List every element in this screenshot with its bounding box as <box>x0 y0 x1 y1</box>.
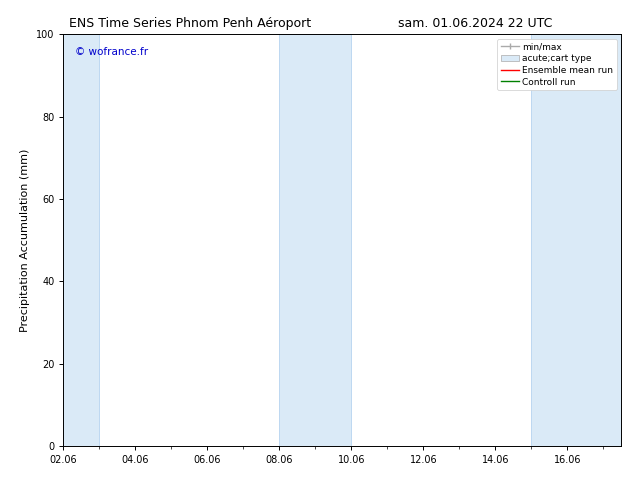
Y-axis label: Precipitation Accumulation (mm): Precipitation Accumulation (mm) <box>20 148 30 332</box>
Text: sam. 01.06.2024 22 UTC: sam. 01.06.2024 22 UTC <box>398 17 553 30</box>
Text: ENS Time Series Phnom Penh Aéroport: ENS Time Series Phnom Penh Aéroport <box>69 17 311 30</box>
Text: © wofrance.fr: © wofrance.fr <box>75 47 148 57</box>
Bar <box>63 34 100 446</box>
Bar <box>280 34 351 446</box>
Legend: min/max, acute;cart type, Ensemble mean run, Controll run: min/max, acute;cart type, Ensemble mean … <box>497 39 617 90</box>
Bar <box>531 34 621 446</box>
